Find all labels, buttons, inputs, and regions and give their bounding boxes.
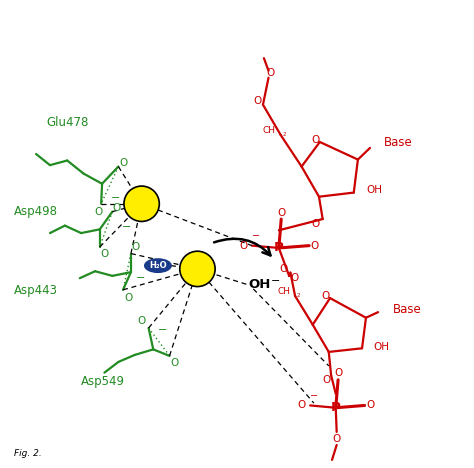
Text: O: O	[310, 241, 319, 251]
Text: P: P	[331, 401, 341, 414]
Text: Base: Base	[393, 303, 422, 316]
Text: OH: OH	[367, 185, 383, 195]
Text: OH: OH	[374, 343, 390, 352]
Text: CH: CH	[277, 287, 291, 296]
Circle shape	[124, 186, 159, 221]
Text: A: A	[192, 262, 203, 276]
Text: $_2$: $_2$	[282, 131, 287, 139]
Text: Glu478: Glu478	[46, 116, 89, 129]
Text: O: O	[291, 273, 299, 283]
Text: −: −	[136, 273, 146, 283]
Text: P: P	[274, 241, 284, 255]
Text: O: O	[321, 291, 329, 301]
Text: O: O	[311, 135, 319, 145]
Text: O: O	[239, 241, 247, 251]
Text: O: O	[125, 293, 133, 303]
Text: O: O	[322, 375, 330, 385]
Text: Fig. 2.: Fig. 2.	[14, 449, 41, 458]
Text: O: O	[277, 208, 285, 218]
Text: Asp498: Asp498	[14, 205, 58, 218]
Text: −: −	[253, 231, 261, 241]
Text: O: O	[95, 207, 103, 217]
Text: O: O	[279, 264, 288, 274]
Text: −: −	[158, 325, 167, 335]
Ellipse shape	[144, 258, 172, 273]
Text: O: O	[113, 203, 121, 213]
Text: $_2$: $_2$	[296, 291, 301, 300]
Circle shape	[180, 251, 215, 286]
Text: O: O	[253, 96, 262, 106]
Text: CH: CH	[263, 126, 276, 135]
Text: OH: OH	[249, 278, 271, 291]
Text: O: O	[131, 241, 140, 252]
Text: B: B	[137, 197, 147, 211]
Text: O: O	[100, 249, 109, 259]
Text: −: −	[110, 193, 120, 203]
FancyArrowPatch shape	[214, 239, 271, 256]
Text: Base: Base	[384, 136, 413, 149]
Text: O: O	[119, 158, 127, 168]
Text: O: O	[267, 68, 275, 78]
Text: O: O	[298, 401, 306, 410]
Text: −: −	[271, 276, 280, 285]
Text: Asp549: Asp549	[81, 375, 125, 388]
Text: H₂O: H₂O	[149, 261, 167, 270]
Text: −: −	[122, 222, 131, 232]
Text: O: O	[366, 401, 374, 410]
Text: O: O	[333, 434, 341, 445]
Text: O: O	[335, 368, 343, 378]
Text: O: O	[137, 316, 146, 326]
Text: O: O	[311, 219, 320, 229]
Text: −: −	[310, 391, 318, 401]
Text: Asp443: Asp443	[14, 284, 58, 297]
Text: O: O	[170, 358, 178, 368]
